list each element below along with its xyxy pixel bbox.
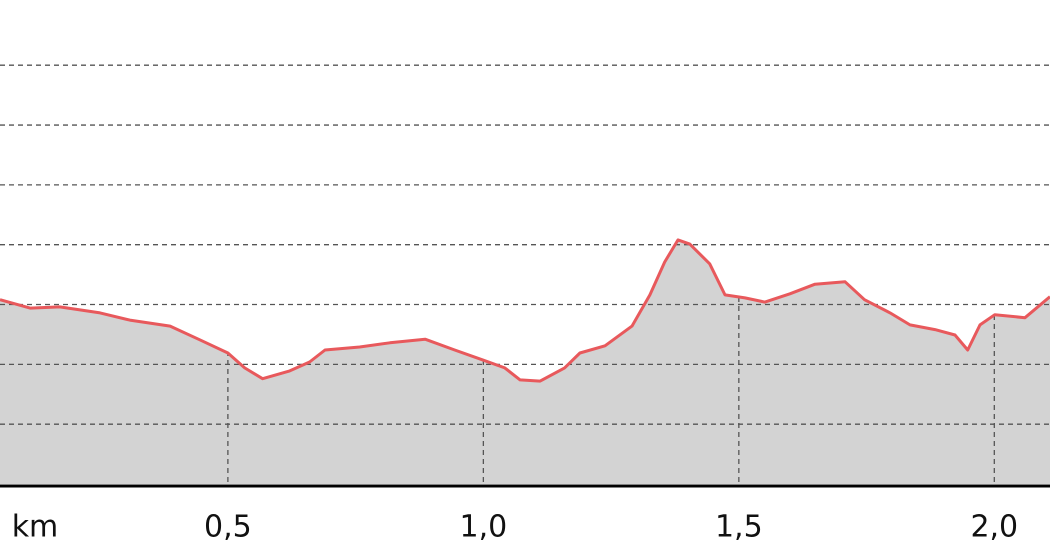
- x-axis-label: km: [12, 510, 59, 545]
- area-fill: [0, 239, 1050, 484]
- elevation-line: [0, 238, 1050, 383]
- x-tick-label: 1,0: [459, 510, 507, 545]
- x-tick-label: 1,5: [715, 510, 763, 545]
- x-tick-label: 0,5: [204, 510, 252, 545]
- x-tick-label: 2,0: [970, 510, 1018, 545]
